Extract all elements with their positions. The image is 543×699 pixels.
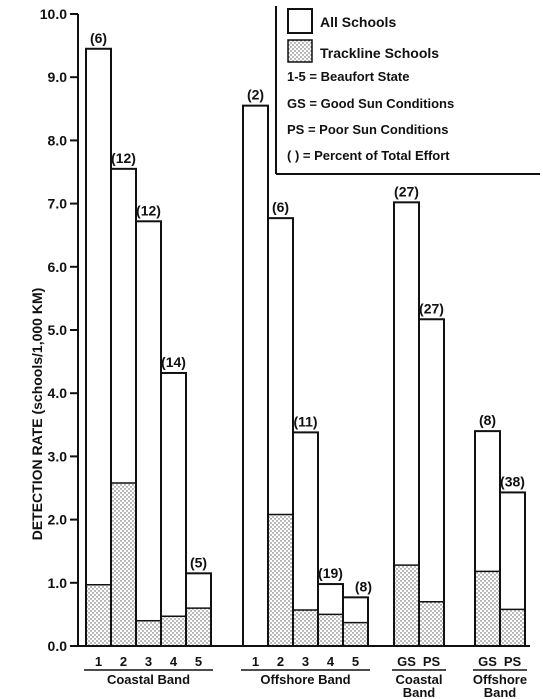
bar-trackline-schools [187, 608, 210, 645]
bar-all-schools [85, 47, 112, 647]
y-tick-label: 0.0 [48, 638, 68, 654]
y-tick-label: 8.0 [48, 132, 68, 148]
x-group-label: Band [484, 685, 517, 699]
x-category-label: 4 [327, 654, 335, 669]
x-category-label: 2 [120, 654, 127, 669]
x-category-label: PS [423, 654, 441, 669]
bar-trackline-schools [162, 616, 185, 645]
bar-all-schools [242, 104, 269, 647]
legend-entry-all-schools: All Schools [320, 14, 396, 30]
bar-percent-label: (12) [136, 202, 161, 218]
bar-percent-label: (5) [190, 554, 207, 570]
y-axis-label: DETECTION RATE (schools/1,000 KM) [29, 288, 45, 541]
bar-trackline-schools [344, 622, 367, 645]
bar-percent-label: (19) [318, 565, 343, 581]
legend-note-poor-sun: PS = Poor Sun Conditions [287, 122, 448, 137]
y-axis: 0.0 1.0 2.0 3.0 4.0 5.0 6.0 7.0 8.0 9.0 10.0 [40, 6, 530, 654]
bar-trackline-schools [476, 571, 499, 645]
bar-percent-label: (27) [394, 183, 419, 199]
bar-all-schools [160, 371, 187, 647]
x-category-label: GS [478, 654, 497, 669]
bar-all-schools [135, 220, 162, 648]
bar-percent-label: (6) [90, 30, 107, 46]
x-category-label: 5 [195, 654, 202, 669]
legend-entry-trackline-schools: Trackline Schools [320, 45, 439, 61]
bar-trackline-schools [420, 601, 443, 645]
bar-percent-label: (14) [161, 354, 186, 370]
x-category-label: 2 [277, 654, 284, 669]
y-tick-label: 7.0 [48, 196, 68, 212]
bar-percent-label: (11) [293, 413, 317, 429]
bar-percent-label: (2) [247, 87, 264, 103]
bar-trackline-schools [137, 620, 160, 645]
x-category-label: 3 [145, 654, 152, 669]
bar-percent-label: (38) [500, 473, 525, 489]
bars-layer: (6)(12)(12)(14)(5)(2)(6)(11)(19)(8)(27)(… [85, 30, 526, 648]
y-tick-label: 5.0 [48, 322, 68, 338]
x-category-label: 1 [252, 654, 259, 669]
x-category-label: 3 [302, 654, 309, 669]
x-category-label: GS [397, 654, 416, 669]
legend-note-beaufort: 1-5 = Beaufort State [287, 69, 409, 84]
bar-percent-label: (8) [355, 578, 372, 594]
bar-trackline-schools [501, 609, 524, 645]
x-category-label: 5 [352, 654, 359, 669]
bar-group: (2) (6) (11) (19) (8) [242, 87, 372, 648]
bar-trackline-schools [294, 609, 317, 645]
legend-swatch-all-schools [287, 8, 313, 34]
x-category-label: 4 [170, 654, 178, 669]
legend-swatch-trackline-schools [287, 39, 313, 63]
legend-note-good-sun: GS = Good Sun Conditions [287, 96, 454, 111]
bar-percent-label: (6) [272, 199, 289, 215]
x-group-label: Band [403, 685, 436, 699]
bar-trackline-schools [319, 614, 342, 645]
legend: All Schools Trackline Schools 1-5 = Beau… [275, 6, 540, 175]
bar-all-schools [418, 318, 445, 647]
legend-note-percent-effort: ( ) = Percent of Total Effort [287, 148, 450, 163]
bar-percent-label: (8) [479, 412, 496, 428]
x-group-label: Coastal Band [107, 672, 190, 687]
bar-group: (6) (12) (12) (14) (5) [85, 30, 212, 648]
bar-percent-label: (12) [111, 150, 136, 166]
bar-trackline-schools [87, 584, 110, 645]
bar-percent-label: (27) [419, 300, 444, 316]
y-tick-label: 10.0 [40, 6, 67, 22]
x-group-label: Offshore [473, 672, 527, 687]
y-tick-label: 1.0 [48, 575, 68, 591]
x-category-label: 1 [95, 654, 102, 669]
y-tick-label: 4.0 [48, 385, 68, 401]
y-tick-label: 9.0 [48, 69, 68, 85]
bar-trackline-schools [269, 514, 292, 645]
y-tick-label: 2.0 [48, 512, 68, 528]
bar-group: (27) (27) [393, 183, 445, 647]
bar-trackline-schools [395, 565, 418, 645]
x-group-label: Offshore Band [260, 672, 350, 687]
bar-trackline-schools [112, 482, 135, 645]
y-tick-label: 3.0 [48, 448, 68, 464]
x-group-label: Coastal [396, 672, 443, 687]
y-tick-label: 6.0 [48, 259, 68, 275]
x-category-label: PS [504, 654, 522, 669]
bar-group: (8) (38) [474, 412, 526, 648]
